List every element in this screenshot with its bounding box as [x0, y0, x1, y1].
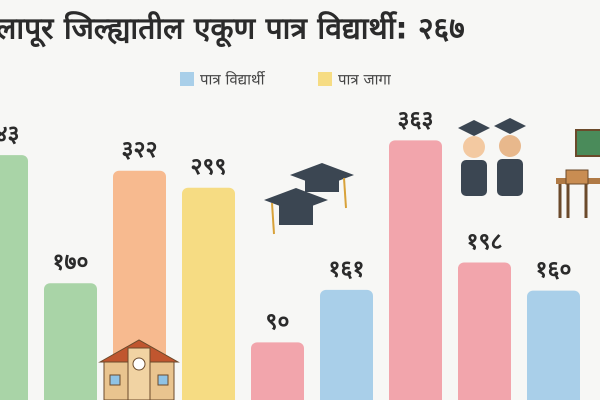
- bar: [0, 155, 28, 400]
- bar: [182, 187, 235, 400]
- desk-icon: [556, 129, 600, 218]
- bar: [320, 289, 373, 400]
- value-label: ३६३: [398, 107, 434, 133]
- school-icon: [98, 339, 180, 400]
- value-label: २९९: [191, 154, 227, 180]
- bar: [113, 170, 166, 400]
- value-label: १९८: [467, 229, 503, 255]
- value-label: १७०: [53, 250, 89, 276]
- bar: [251, 342, 304, 400]
- value-label: ९०: [266, 309, 290, 335]
- graduation-caps-icon: [264, 163, 354, 235]
- legend-swatch: [318, 72, 332, 86]
- legend-label: पात्र विद्यार्थी: [200, 71, 266, 89]
- bar: [458, 262, 511, 400]
- value-label: ३२२: [122, 137, 158, 163]
- students-icon: [458, 118, 526, 196]
- bars: ३४३ १७० ३२२ २९९ ९० १६१ ३६३ १९८ १६०: [0, 107, 580, 400]
- value-label: १६०: [536, 257, 572, 283]
- legend-swatch: [180, 72, 194, 86]
- chart-title: लापूर जिल्ह्यातील एकूण पात्र विद्यार्थी:…: [0, 11, 465, 48]
- value-label: ३४३: [0, 122, 19, 148]
- bar: [44, 283, 97, 400]
- legend-label: पात्र जागा: [338, 71, 392, 89]
- bar: [527, 290, 580, 400]
- legend: पात्र विद्यार्थी पात्र जागा: [180, 71, 392, 89]
- value-label: १६१: [329, 256, 365, 282]
- bar: [389, 140, 442, 400]
